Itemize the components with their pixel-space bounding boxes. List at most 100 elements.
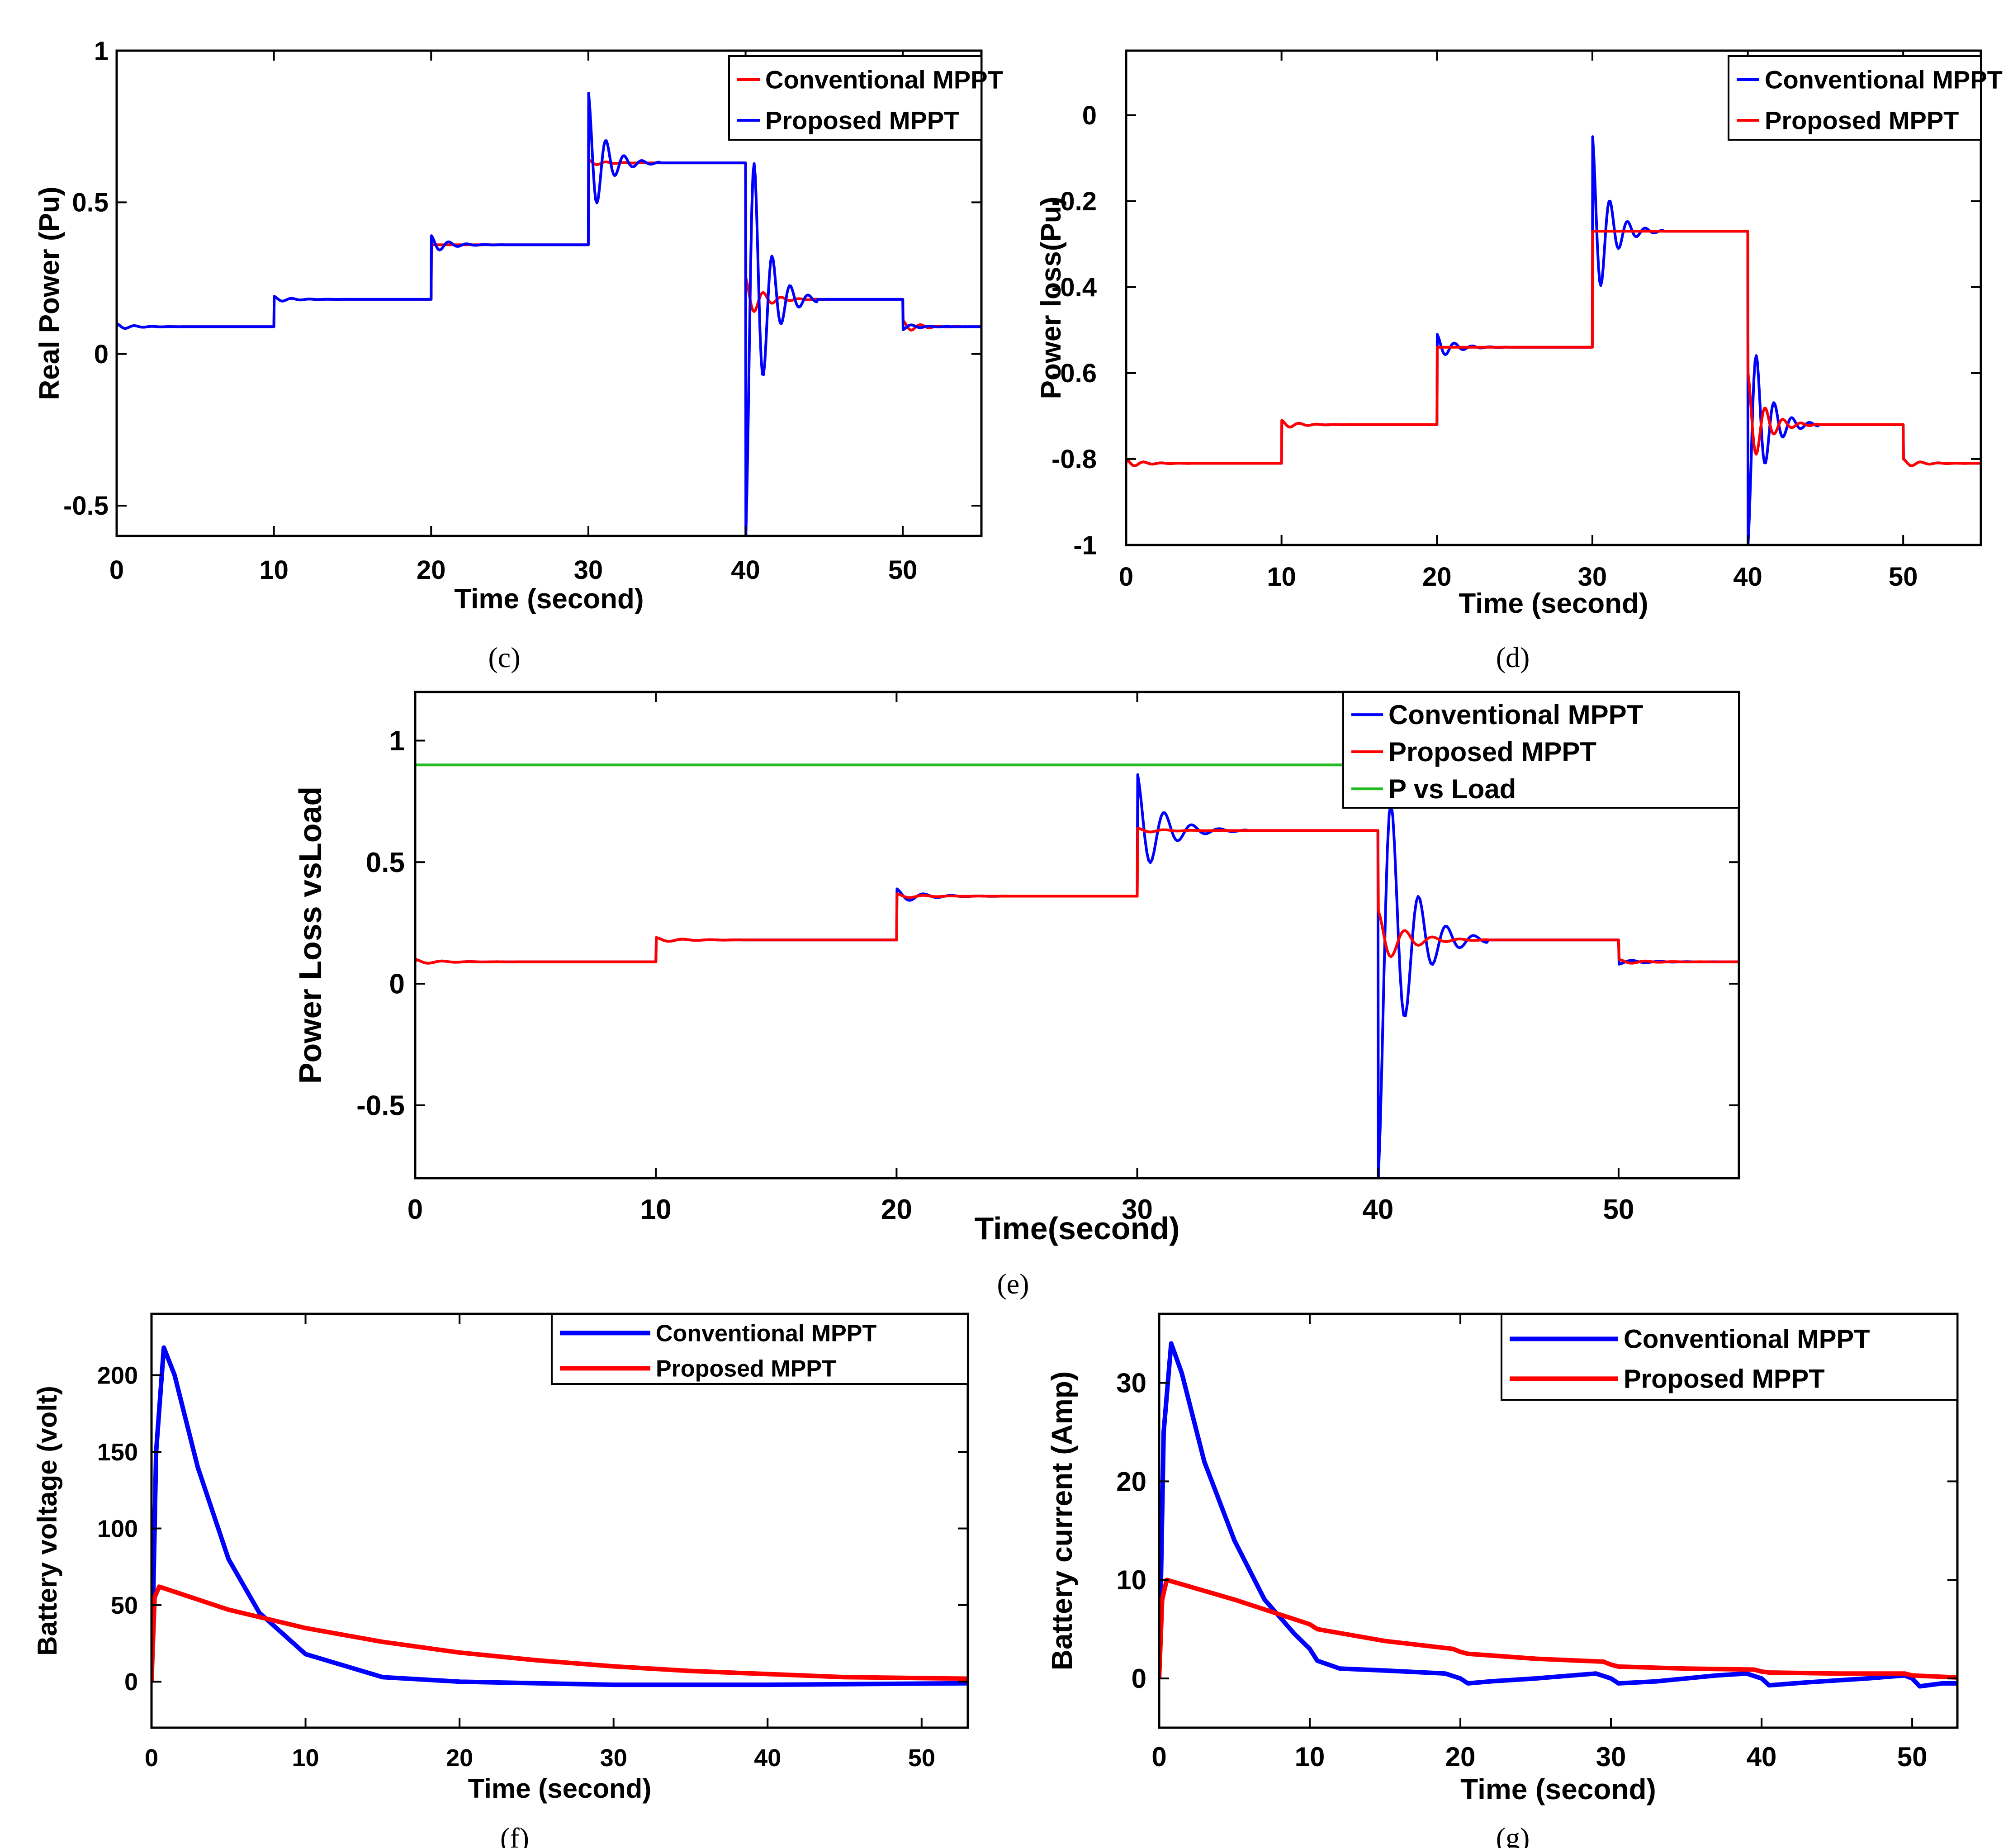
y-tick-label: 10 — [1116, 1565, 1146, 1595]
x-tick-label: 0 — [407, 1194, 423, 1225]
y-tick-label: 30 — [1116, 1368, 1146, 1398]
chart-panel-e: 0 10 20 30 40 50 -0.5 0 0.5 1 Time(second) Power Lo… — [293, 691, 1740, 1300]
y-tick-label: 0 — [389, 969, 405, 1000]
panel-caption: (f) — [500, 1822, 529, 1848]
series-line-proposed-mppt — [1159, 1578, 1957, 1680]
y-tick-label: -0.4 — [1051, 273, 1097, 302]
legend-box — [1501, 1313, 1958, 1401]
series-line-proposed-mppt — [117, 91, 981, 536]
legend-entry: Proposed MPPT — [1765, 106, 1959, 135]
y-tick-label: 100 — [97, 1515, 138, 1542]
x-tick-label: 10 — [640, 1194, 672, 1225]
panel-caption: (g) — [1496, 1822, 1530, 1848]
legend: Conventional MPPT Proposed MPPT — [1501, 1313, 1958, 1401]
x-tick-label: 40 — [754, 1744, 781, 1772]
x-tick-label: 30 — [574, 555, 603, 585]
y-tick-label: -0.2 — [1051, 187, 1097, 216]
legend-entry: Proposed MPPT — [1388, 737, 1596, 767]
legend: Conventional MPPT Proposed MPPT — [551, 1313, 969, 1385]
x-tick-label: 40 — [1733, 562, 1762, 592]
x-tick-label: 40 — [1747, 1742, 1777, 1772]
x-tick-label: 50 — [1603, 1194, 1634, 1225]
x-tick-label: 20 — [446, 1744, 473, 1772]
series-line-conventional-mppt — [415, 773, 1739, 1178]
x-tick-label: 30 — [1578, 562, 1607, 592]
x-tick-label: 20 — [417, 555, 446, 585]
x-tick-label: 40 — [731, 555, 760, 585]
x-tick-label: 10 — [292, 1744, 319, 1772]
series-line-conventional-mppt — [1126, 135, 1981, 545]
series-line-proposed-mppt — [152, 1584, 968, 1682]
series-line-conventional-mppt — [1159, 1341, 1957, 1689]
y-tick-label: 0 — [124, 1668, 138, 1696]
chart-panel-d: 0 10 20 30 40 50 -1 -0.8 -0.6 -0.4 -0.2 0 Time (seco… — [1036, 49, 2003, 673]
panel-caption: (e) — [997, 1268, 1029, 1300]
x-axis-label: Time (second) — [1460, 1773, 1656, 1805]
y-tick-label: 50 — [111, 1592, 138, 1619]
legend-entry: Proposed MPPT — [1624, 1365, 1825, 1394]
legend: Conventional MPPT Proposed MPPT — [1728, 55, 2003, 141]
x-tick-label: 0 — [145, 1744, 158, 1772]
series-line-conventional-mppt — [152, 1345, 968, 1687]
axes-box — [1125, 49, 1982, 546]
y-axis-label: Power Loss vsLoad — [293, 787, 328, 1084]
y-tick-label: 0 — [1132, 1663, 1146, 1694]
x-tick-label: 0 — [1151, 1742, 1166, 1772]
legend-entry: Proposed MPPT — [765, 106, 959, 135]
y-axis-label: Battery current (Amp) — [1046, 1371, 1078, 1670]
legend-box — [728, 55, 982, 141]
chart-panel-c: 0 10 20 30 40 50 -0.5 0 0.5 1 Time (second) Real Po… — [34, 36, 1003, 673]
x-axis-label: Time (second) — [454, 583, 644, 615]
legend-entry: Proposed MPPT — [656, 1356, 836, 1382]
y-tick-label: 0.5 — [72, 188, 109, 218]
legend-entry: Conventional MPPT — [1388, 700, 1643, 730]
x-tick-label: 20 — [1422, 562, 1452, 592]
y-tick-label: -1 — [1073, 531, 1097, 560]
legend-box — [1728, 55, 1982, 141]
y-axis-label: Real Power (Pu) — [34, 187, 65, 400]
x-tick-label: 50 — [1889, 562, 1918, 592]
axes-box — [115, 49, 983, 537]
y-tick-label: 0 — [1082, 101, 1097, 130]
x-tick-label: 50 — [888, 555, 918, 585]
x-tick-label: 0 — [1119, 562, 1133, 592]
y-tick-label: -0.8 — [1051, 445, 1097, 474]
y-tick-label: 0.5 — [366, 847, 405, 878]
y-tick-label: -0.5 — [63, 491, 109, 521]
axes-box — [414, 691, 1740, 1180]
x-tick-label: 40 — [1362, 1194, 1393, 1225]
x-axis-label: Time (second) — [468, 1773, 652, 1804]
y-tick-label: 20 — [1116, 1466, 1146, 1497]
x-tick-label: 30 — [1122, 1194, 1153, 1225]
y-tick-label: -0.5 — [356, 1090, 405, 1121]
x-tick-label: 30 — [1596, 1742, 1626, 1772]
legend-box — [1342, 691, 1740, 809]
x-tick-label: 50 — [1897, 1742, 1928, 1772]
y-axis-label: Battery voltage (volt) — [32, 1386, 62, 1656]
x-tick-label: 0 — [109, 555, 124, 585]
x-tick-label: 20 — [881, 1194, 912, 1225]
chart-panel-f: 0 10 20 30 40 50 0 50 100 150 200 Time (second) Batt… — [32, 1313, 969, 1848]
y-tick-label: 200 — [97, 1362, 138, 1389]
legend-entry: Conventional MPPT — [1765, 66, 2003, 94]
legend-entry: Conventional MPPT — [765, 66, 1003, 94]
panel-caption: (c) — [488, 641, 520, 673]
y-tick-label: 1 — [94, 36, 109, 66]
legend-entry: Conventional MPPT — [656, 1321, 876, 1347]
legend: Conventional MPPT Proposed MPPT P vs Load — [1342, 691, 1740, 809]
x-axis-label: Time(second) — [975, 1211, 1180, 1246]
legend-box — [551, 1313, 969, 1385]
legend-entry: P vs Load — [1388, 774, 1516, 804]
y-axis-label: Power loss(Pu) — [1036, 197, 1067, 399]
x-tick-label: 20 — [1445, 1742, 1476, 1772]
y-tick-label: 0 — [94, 340, 109, 369]
x-tick-label: 30 — [600, 1744, 627, 1772]
legend: Conventional MPPT Proposed MPPT — [728, 55, 1003, 141]
series-line-proposed-mppt — [415, 827, 1739, 965]
x-tick-label: 50 — [908, 1744, 935, 1772]
legend-entry: Conventional MPPT — [1624, 1325, 1870, 1354]
y-tick-label: -0.6 — [1051, 359, 1097, 388]
y-tick-label: 1 — [389, 725, 405, 757]
